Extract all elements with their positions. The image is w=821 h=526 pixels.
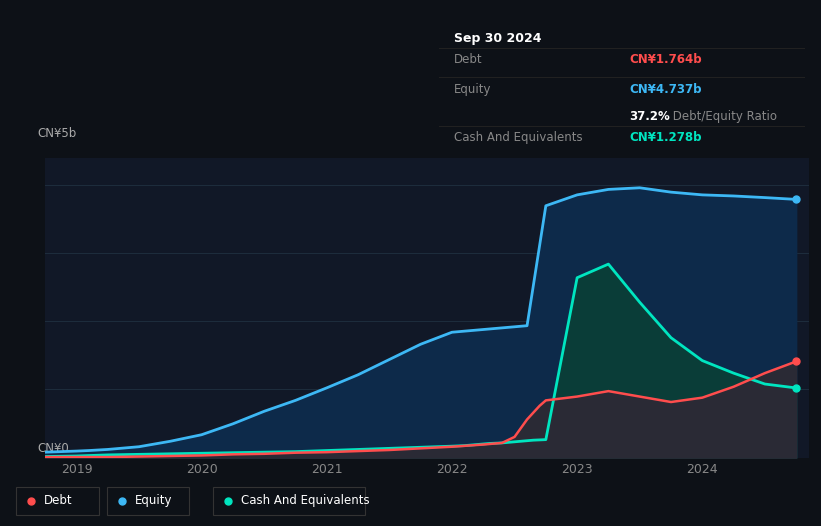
Text: CN¥1.278b: CN¥1.278b — [629, 131, 702, 144]
Text: 37.2%: 37.2% — [629, 110, 670, 123]
Text: CN¥0: CN¥0 — [38, 442, 69, 454]
Text: Equity: Equity — [454, 83, 491, 96]
Text: Sep 30 2024: Sep 30 2024 — [454, 32, 541, 45]
Text: Debt: Debt — [44, 494, 73, 507]
Text: Debt/Equity Ratio: Debt/Equity Ratio — [669, 110, 777, 123]
Text: Equity: Equity — [135, 494, 172, 507]
Text: Cash And Equivalents: Cash And Equivalents — [241, 494, 370, 507]
Text: CN¥4.737b: CN¥4.737b — [629, 83, 702, 96]
Text: CN¥1.764b: CN¥1.764b — [629, 53, 702, 66]
Text: Cash And Equivalents: Cash And Equivalents — [454, 131, 582, 144]
Text: Debt: Debt — [454, 53, 483, 66]
Text: CN¥5b: CN¥5b — [38, 127, 77, 140]
